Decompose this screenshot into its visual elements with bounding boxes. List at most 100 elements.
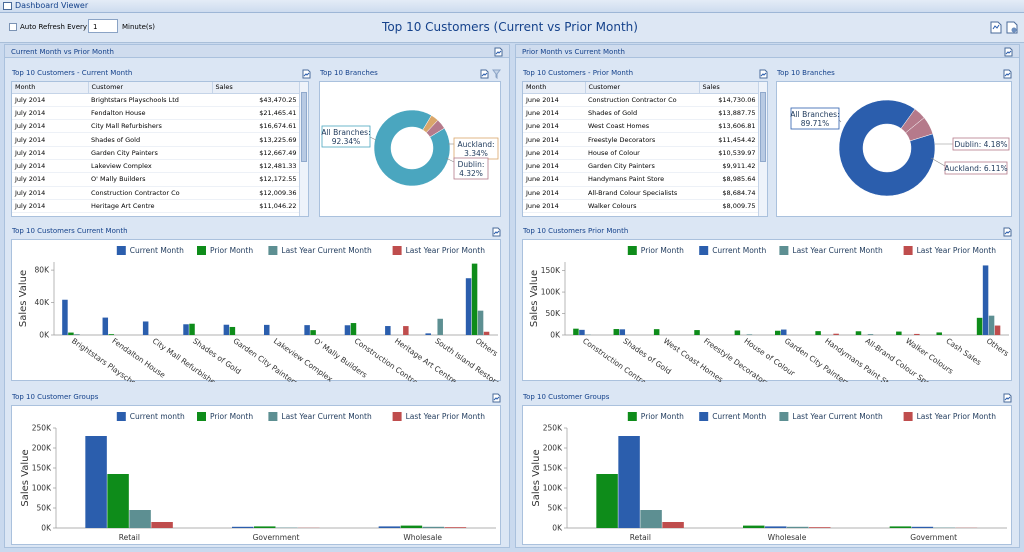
bar-current-month-shades-of-gold[interactable] xyxy=(183,324,189,335)
right-group-export-icon[interactable] xyxy=(1004,47,1013,57)
grid-header-month[interactable]: Month xyxy=(523,82,586,94)
bar-current-month-government[interactable] xyxy=(232,526,254,528)
donut-slice-all-branches[interactable] xyxy=(373,109,451,187)
table-row[interactable]: July 2014 Brightstars Playschools Ltd $43,… xyxy=(12,93,300,107)
table-row[interactable]: June 2014 All-Brand Colour Specialists $8,… xyxy=(523,186,759,200)
scrollbar-thumb[interactable] xyxy=(760,92,766,162)
bar-last-year-prior-month-wholesale[interactable] xyxy=(444,527,467,528)
bar-prior-month-handymans-paint-store[interactable] xyxy=(815,331,821,335)
bar-prior-month-others[interactable] xyxy=(471,263,478,335)
bar-current-month-others[interactable] xyxy=(465,278,472,335)
bar-current-month-lakeview-complex[interactable] xyxy=(264,324,270,335)
bar-current-month-construction-contractor-co[interactable] xyxy=(579,329,585,335)
table-row[interactable]: June 2014 Freestyle Decorators $11,454.42 xyxy=(523,132,759,147)
left-grid-export-icon[interactable] xyxy=(302,69,311,79)
bar-current-month-city-mall-refurbishers[interactable] xyxy=(142,321,149,335)
bar-current-month-retail[interactable] xyxy=(85,436,107,528)
bar-current-month-others[interactable] xyxy=(982,265,989,335)
bar-current-month-fendalton-house[interactable] xyxy=(102,317,109,335)
bar-current-month-south-island-restorations[interactable] xyxy=(425,333,431,335)
bar-prior-month-garden-city-painters[interactable] xyxy=(229,326,236,335)
bar-current-month-brightstars-playschools-ltd[interactable] xyxy=(62,299,68,335)
bar-last-year-current-month-wholesale[interactable] xyxy=(422,526,445,528)
right-grid-scrollbar[interactable] xyxy=(758,82,767,216)
bar-prior-month-brightstars-playschools-ltd[interactable] xyxy=(68,332,74,335)
bar-prior-month-house-of-colour[interactable] xyxy=(734,330,741,335)
table-row[interactable]: July 2014 Lakeview Complex $12,481.33 xyxy=(12,159,300,174)
bar-prior-month-all-brand-colour-specialists[interactable] xyxy=(855,331,862,335)
donut-slice-dublin[interactable] xyxy=(425,119,445,138)
bar-current-month-heritage-art-centre[interactable] xyxy=(385,326,391,335)
table-row[interactable]: July 2014 Construction Contractor Co $12,0… xyxy=(12,186,300,200)
left-grid-scrollbar[interactable] xyxy=(299,82,308,216)
bar-prior-month-retail[interactable] xyxy=(107,474,129,528)
bar-last-year-prior-month-retail[interactable] xyxy=(662,522,684,528)
bar-current-month-wholesale[interactable] xyxy=(765,526,787,528)
grid-header-customer[interactable]: Customer xyxy=(585,82,700,94)
right-pie-export-icon[interactable] xyxy=(1003,69,1012,79)
bar-current-month-o-mally-builders[interactable] xyxy=(304,325,310,335)
left-group-export-icon[interactable] xyxy=(494,47,503,57)
right-bar1-export-icon[interactable] xyxy=(1003,227,1012,237)
bar-current-month-garden-city-painters[interactable] xyxy=(781,329,787,335)
grid-header-sales[interactable]: Sales xyxy=(699,82,759,94)
bar-last-year-prior-month-walker-colours[interactable] xyxy=(914,333,920,335)
refresh-interval-input[interactable]: 1 xyxy=(88,19,118,33)
bar-last-year-current-month-brightstars-playschools-ltd[interactable] xyxy=(74,334,80,335)
bar-last-year-current-month-wholesale[interactable] xyxy=(787,526,809,528)
table-row[interactable]: June 2014 Handymans Paint Store $8,985.64 xyxy=(523,172,759,187)
bar-last-year-prior-month-wholesale[interactable] xyxy=(809,527,831,528)
bar-current-month-government[interactable] xyxy=(911,526,934,528)
bar-prior-month-west-coast-homes[interactable] xyxy=(653,329,660,335)
table-row[interactable]: June 2014 Garden City Painters $9,911.42 xyxy=(523,159,759,174)
bar-last-year-current-month-house-of-colour[interactable] xyxy=(746,334,753,335)
bar-prior-month-wholesale[interactable] xyxy=(400,525,423,528)
bar-prior-month-shades-of-gold[interactable] xyxy=(613,329,620,335)
grid-header-customer[interactable]: Customer xyxy=(88,82,213,94)
bar-last-year-current-month-south-island-restorations[interactable] xyxy=(437,318,443,335)
table-row[interactable]: July 2014 City Mall Refurbishers $16,674.6… xyxy=(12,119,300,134)
bar-last-year-current-month-retail[interactable] xyxy=(129,510,151,528)
bar-current-month-garden-city-painters[interactable] xyxy=(223,324,230,335)
bar-prior-month-others[interactable] xyxy=(976,317,983,335)
bar-current-month-shades-of-gold[interactable] xyxy=(619,329,626,335)
grid-header-month[interactable]: Month xyxy=(12,82,89,94)
table-row[interactable]: July 2014 Shades of Gold $13,225.69 xyxy=(12,132,300,147)
donut-slice-all-branches[interactable] xyxy=(838,99,936,197)
bar-prior-month-government[interactable] xyxy=(254,526,276,528)
export-icon[interactable] xyxy=(990,21,1002,34)
bar-last-year-current-month-others[interactable] xyxy=(988,315,995,335)
bar-prior-month-cash-sales[interactable] xyxy=(936,332,942,335)
right-bar2-export-icon[interactable] xyxy=(1003,393,1012,403)
export-options-icon[interactable] xyxy=(1006,21,1018,34)
bar-prior-month-garden-city-painters[interactable] xyxy=(775,330,781,335)
bar-last-year-current-month-retail[interactable] xyxy=(640,510,662,528)
left-pie-export-icon[interactable] xyxy=(480,69,489,79)
bar-last-year-prior-month-others[interactable] xyxy=(483,331,490,335)
bar-last-year-prior-month-heritage-art-centre[interactable] xyxy=(403,326,409,335)
right-grid-export-icon[interactable] xyxy=(759,69,768,79)
table-row[interactable]: July 2014 Fendalton House $21,465.41 xyxy=(12,106,300,121)
table-row[interactable]: June 2014 Construction Contractor Co $14,7… xyxy=(523,93,759,107)
bar-prior-month-government[interactable] xyxy=(889,526,912,528)
table-row[interactable]: June 2014 House of Colour $10,539.97 xyxy=(523,146,759,160)
table-row[interactable]: June 2014 Shades of Gold $13,887.75 xyxy=(523,106,759,121)
table-row[interactable]: July 2014 Heritage Art Centre $11,046.22 xyxy=(12,199,300,214)
grid-header-sales[interactable]: Sales xyxy=(212,82,300,94)
auto-refresh-checkbox[interactable] xyxy=(9,23,17,31)
bar-prior-month-freestyle-decorators[interactable] xyxy=(694,330,700,335)
left-bar2-export-icon[interactable] xyxy=(492,393,501,403)
table-row[interactable]: June 2014 West Coast Homes $13,606.81 xyxy=(523,119,759,134)
table-row[interactable]: June 2014 Walker Colours $8,009.75 xyxy=(523,199,759,214)
bar-current-month-retail[interactable] xyxy=(618,436,640,528)
left-bar1-export-icon[interactable] xyxy=(492,227,501,237)
bar-last-year-current-month-others[interactable] xyxy=(477,310,484,335)
bar-prior-month-construction-contractor-co[interactable] xyxy=(573,328,579,335)
bar-last-year-prior-month-handymans-paint-store[interactable] xyxy=(833,333,839,335)
donut-slice-auckland[interactable] xyxy=(905,117,934,142)
bar-current-month-construction-contractor-co[interactable] xyxy=(344,325,351,335)
bar-last-year-prior-month-retail[interactable] xyxy=(151,522,173,528)
table-row[interactable]: July 2014 O' Mally Builders $12,172.55 xyxy=(12,172,300,187)
bar-prior-month-retail[interactable] xyxy=(596,474,618,528)
bar-last-year-current-month-all-brand-colour-specialists[interactable] xyxy=(867,334,874,335)
